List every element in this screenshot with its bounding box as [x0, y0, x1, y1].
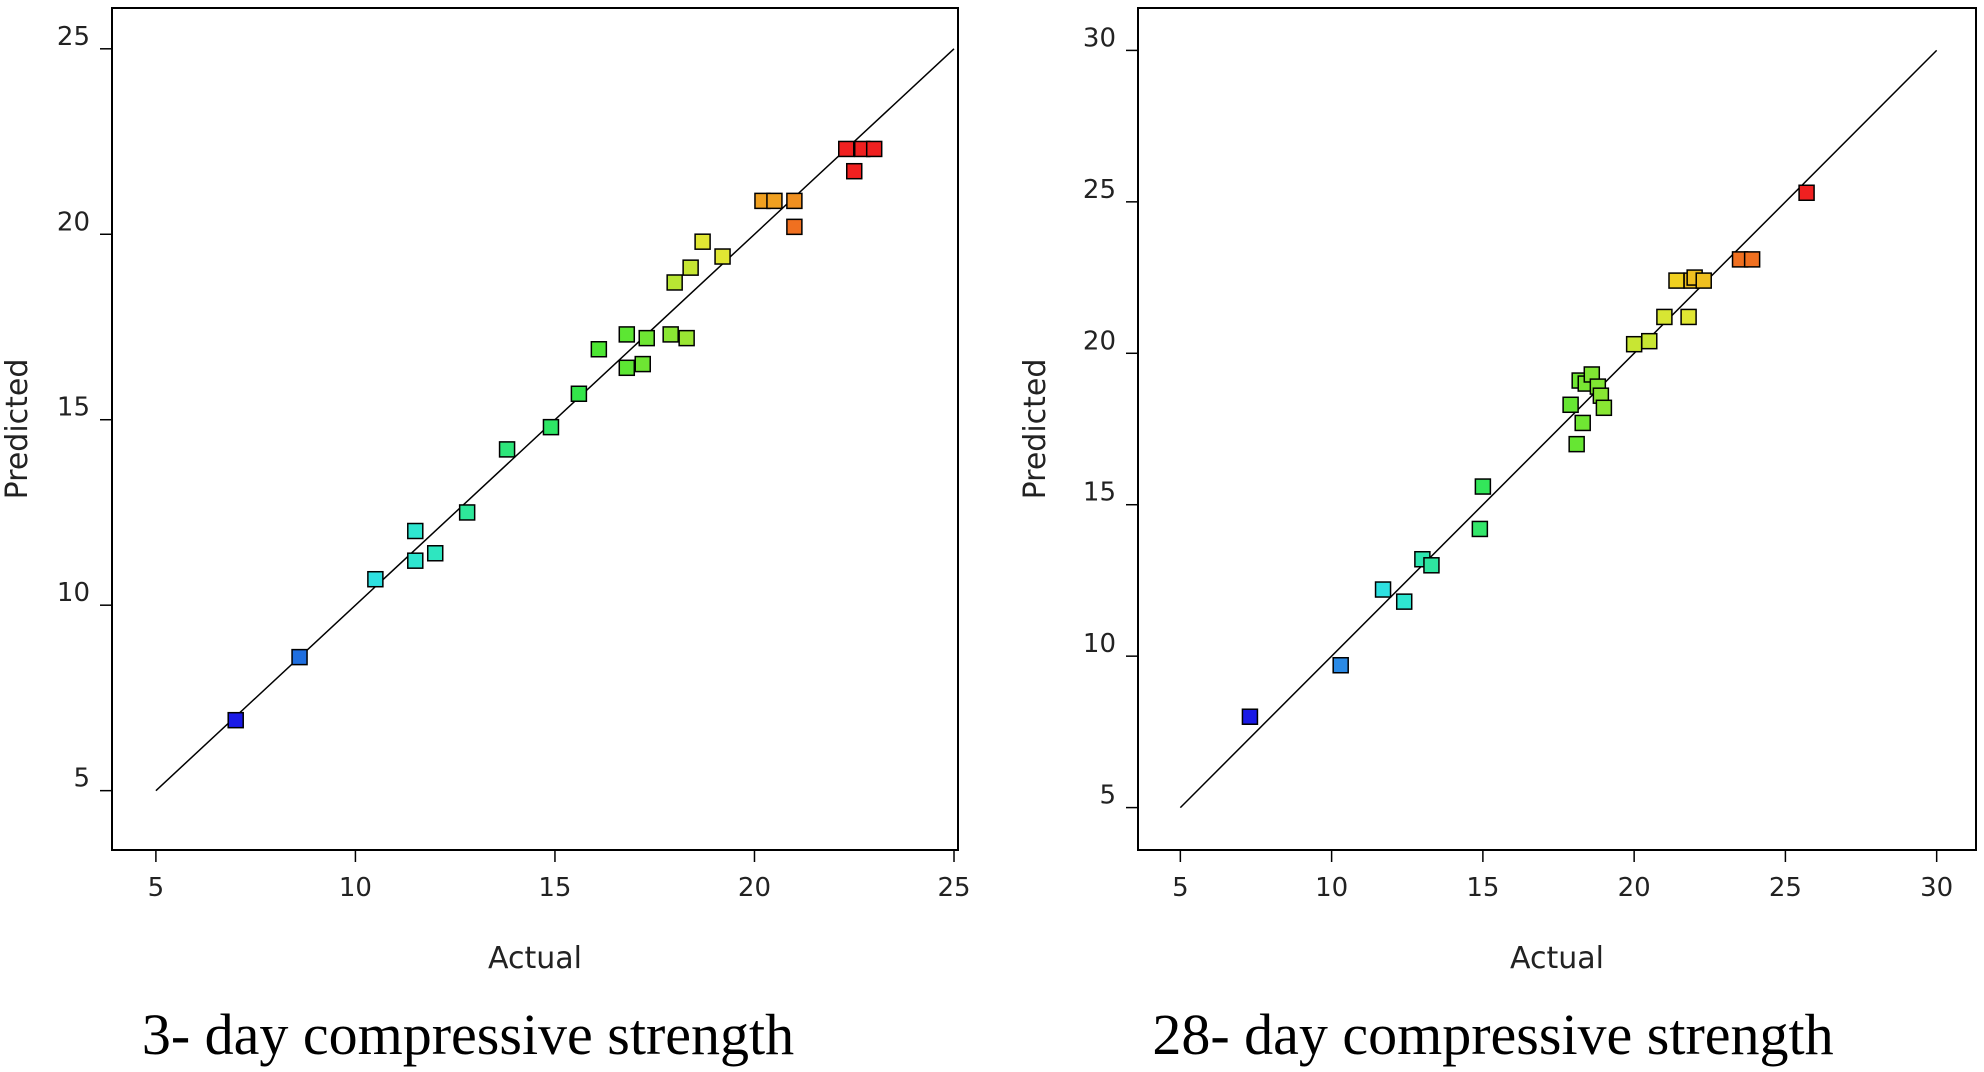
data-point [1574, 414, 1591, 432]
x-tick-label: 5 [1172, 873, 1189, 903]
data-point [407, 522, 424, 540]
data-point [838, 140, 855, 158]
data-point [662, 326, 679, 343]
x-tick-label: 10 [1315, 873, 1348, 903]
y-tick-label: 15 [1083, 478, 1116, 508]
data-point [694, 233, 711, 250]
y-axis-label-3day: Predicted [0, 359, 35, 500]
data-point [865, 140, 883, 158]
data-point [426, 545, 444, 562]
reference-line-28day [1179, 49, 1938, 809]
data-point [618, 326, 636, 343]
data-point [227, 711, 244, 729]
data-point [1474, 478, 1492, 495]
plot-frame-3day [111, 7, 959, 851]
data-point [590, 341, 608, 358]
data-point [1395, 593, 1413, 610]
data-point [638, 329, 655, 347]
y-tick-label: 15 [57, 393, 90, 423]
y-tick-label: 25 [1083, 175, 1116, 205]
data-points-28day [1241, 184, 1815, 725]
data-point [570, 385, 588, 403]
reference-line-group-28day [1179, 49, 1938, 809]
x-tick-label: 20 [738, 873, 771, 903]
y-ticks-28day: 5 10 15 20 25 30 [1083, 23, 1138, 811]
data-point [542, 418, 560, 436]
data-point [766, 192, 783, 210]
x-tick-label: 10 [339, 873, 372, 903]
data-point [618, 359, 636, 377]
data-point [845, 162, 863, 180]
data-point [1656, 308, 1673, 326]
y-tick-label: 20 [1083, 326, 1116, 356]
chart-28day: 5 10 15 20 25 30 5 10 15 20 25 30 Actual Predicted… [1018, 7, 1977, 1067]
data-point [498, 441, 516, 458]
data-point [714, 248, 731, 265]
x-ticks-3day: 5 10 15 20 25 [148, 850, 971, 903]
chart-caption-3day: 3- day compressive strength [142, 1002, 794, 1067]
data-point [1680, 308, 1697, 326]
data-point [1568, 435, 1585, 453]
x-tick-label: 15 [538, 873, 571, 903]
x-axis-label-28day: Actual [1510, 941, 1604, 976]
data-point [678, 329, 695, 347]
data-point [634, 355, 651, 373]
data-point [666, 274, 683, 291]
x-tick-label: 25 [1769, 873, 1802, 903]
data-point [458, 504, 476, 521]
data-point [291, 648, 308, 666]
chart-caption-28day: 28- day compressive strength [1152, 1002, 1833, 1067]
y-tick-label: 25 [57, 22, 90, 52]
y-tick-label: 30 [1083, 23, 1116, 53]
data-point [1641, 332, 1658, 350]
data-point [1471, 520, 1489, 538]
y-tick-label: 20 [57, 207, 90, 237]
x-tick-label: 20 [1618, 873, 1651, 903]
data-point [1798, 184, 1815, 202]
y-tick-label: 10 [57, 578, 90, 608]
data-point [786, 192, 803, 210]
data-point [1625, 335, 1643, 353]
data-point [407, 552, 424, 569]
data-point [1241, 708, 1259, 725]
data-point [1562, 396, 1579, 414]
y-tick-label: 5 [1099, 781, 1116, 811]
y-tick-label: 5 [73, 764, 90, 794]
data-point [1423, 557, 1440, 574]
data-point [1595, 399, 1613, 417]
data-point [786, 218, 803, 236]
x-axis-label-3day: Actual [488, 941, 582, 976]
plot-frame-28day [1137, 7, 1977, 851]
data-point [367, 570, 384, 588]
y-tick-label: 10 [1083, 629, 1116, 659]
x-tick-label: 5 [148, 873, 165, 903]
x-tick-label: 25 [937, 873, 970, 903]
y-axis-label-28day: Predicted [1018, 359, 1053, 500]
data-point [1374, 581, 1392, 598]
x-ticks-28day: 5 10 15 20 25 30 [1172, 850, 1953, 903]
data-points-3day [227, 140, 883, 729]
y-ticks-3day: 5 10 15 20 25 [57, 22, 112, 794]
data-point [1332, 656, 1349, 674]
data-point [1743, 251, 1761, 268]
data-point [1668, 272, 1685, 289]
data-point [682, 259, 699, 276]
x-tick-label: 30 [1920, 873, 1953, 903]
chart-3day: 5 10 15 20 25 5 10 15 20 25 Actual Predicted 3- … [0, 7, 971, 1067]
x-tick-label: 15 [1466, 873, 1499, 903]
data-point [1695, 272, 1712, 289]
